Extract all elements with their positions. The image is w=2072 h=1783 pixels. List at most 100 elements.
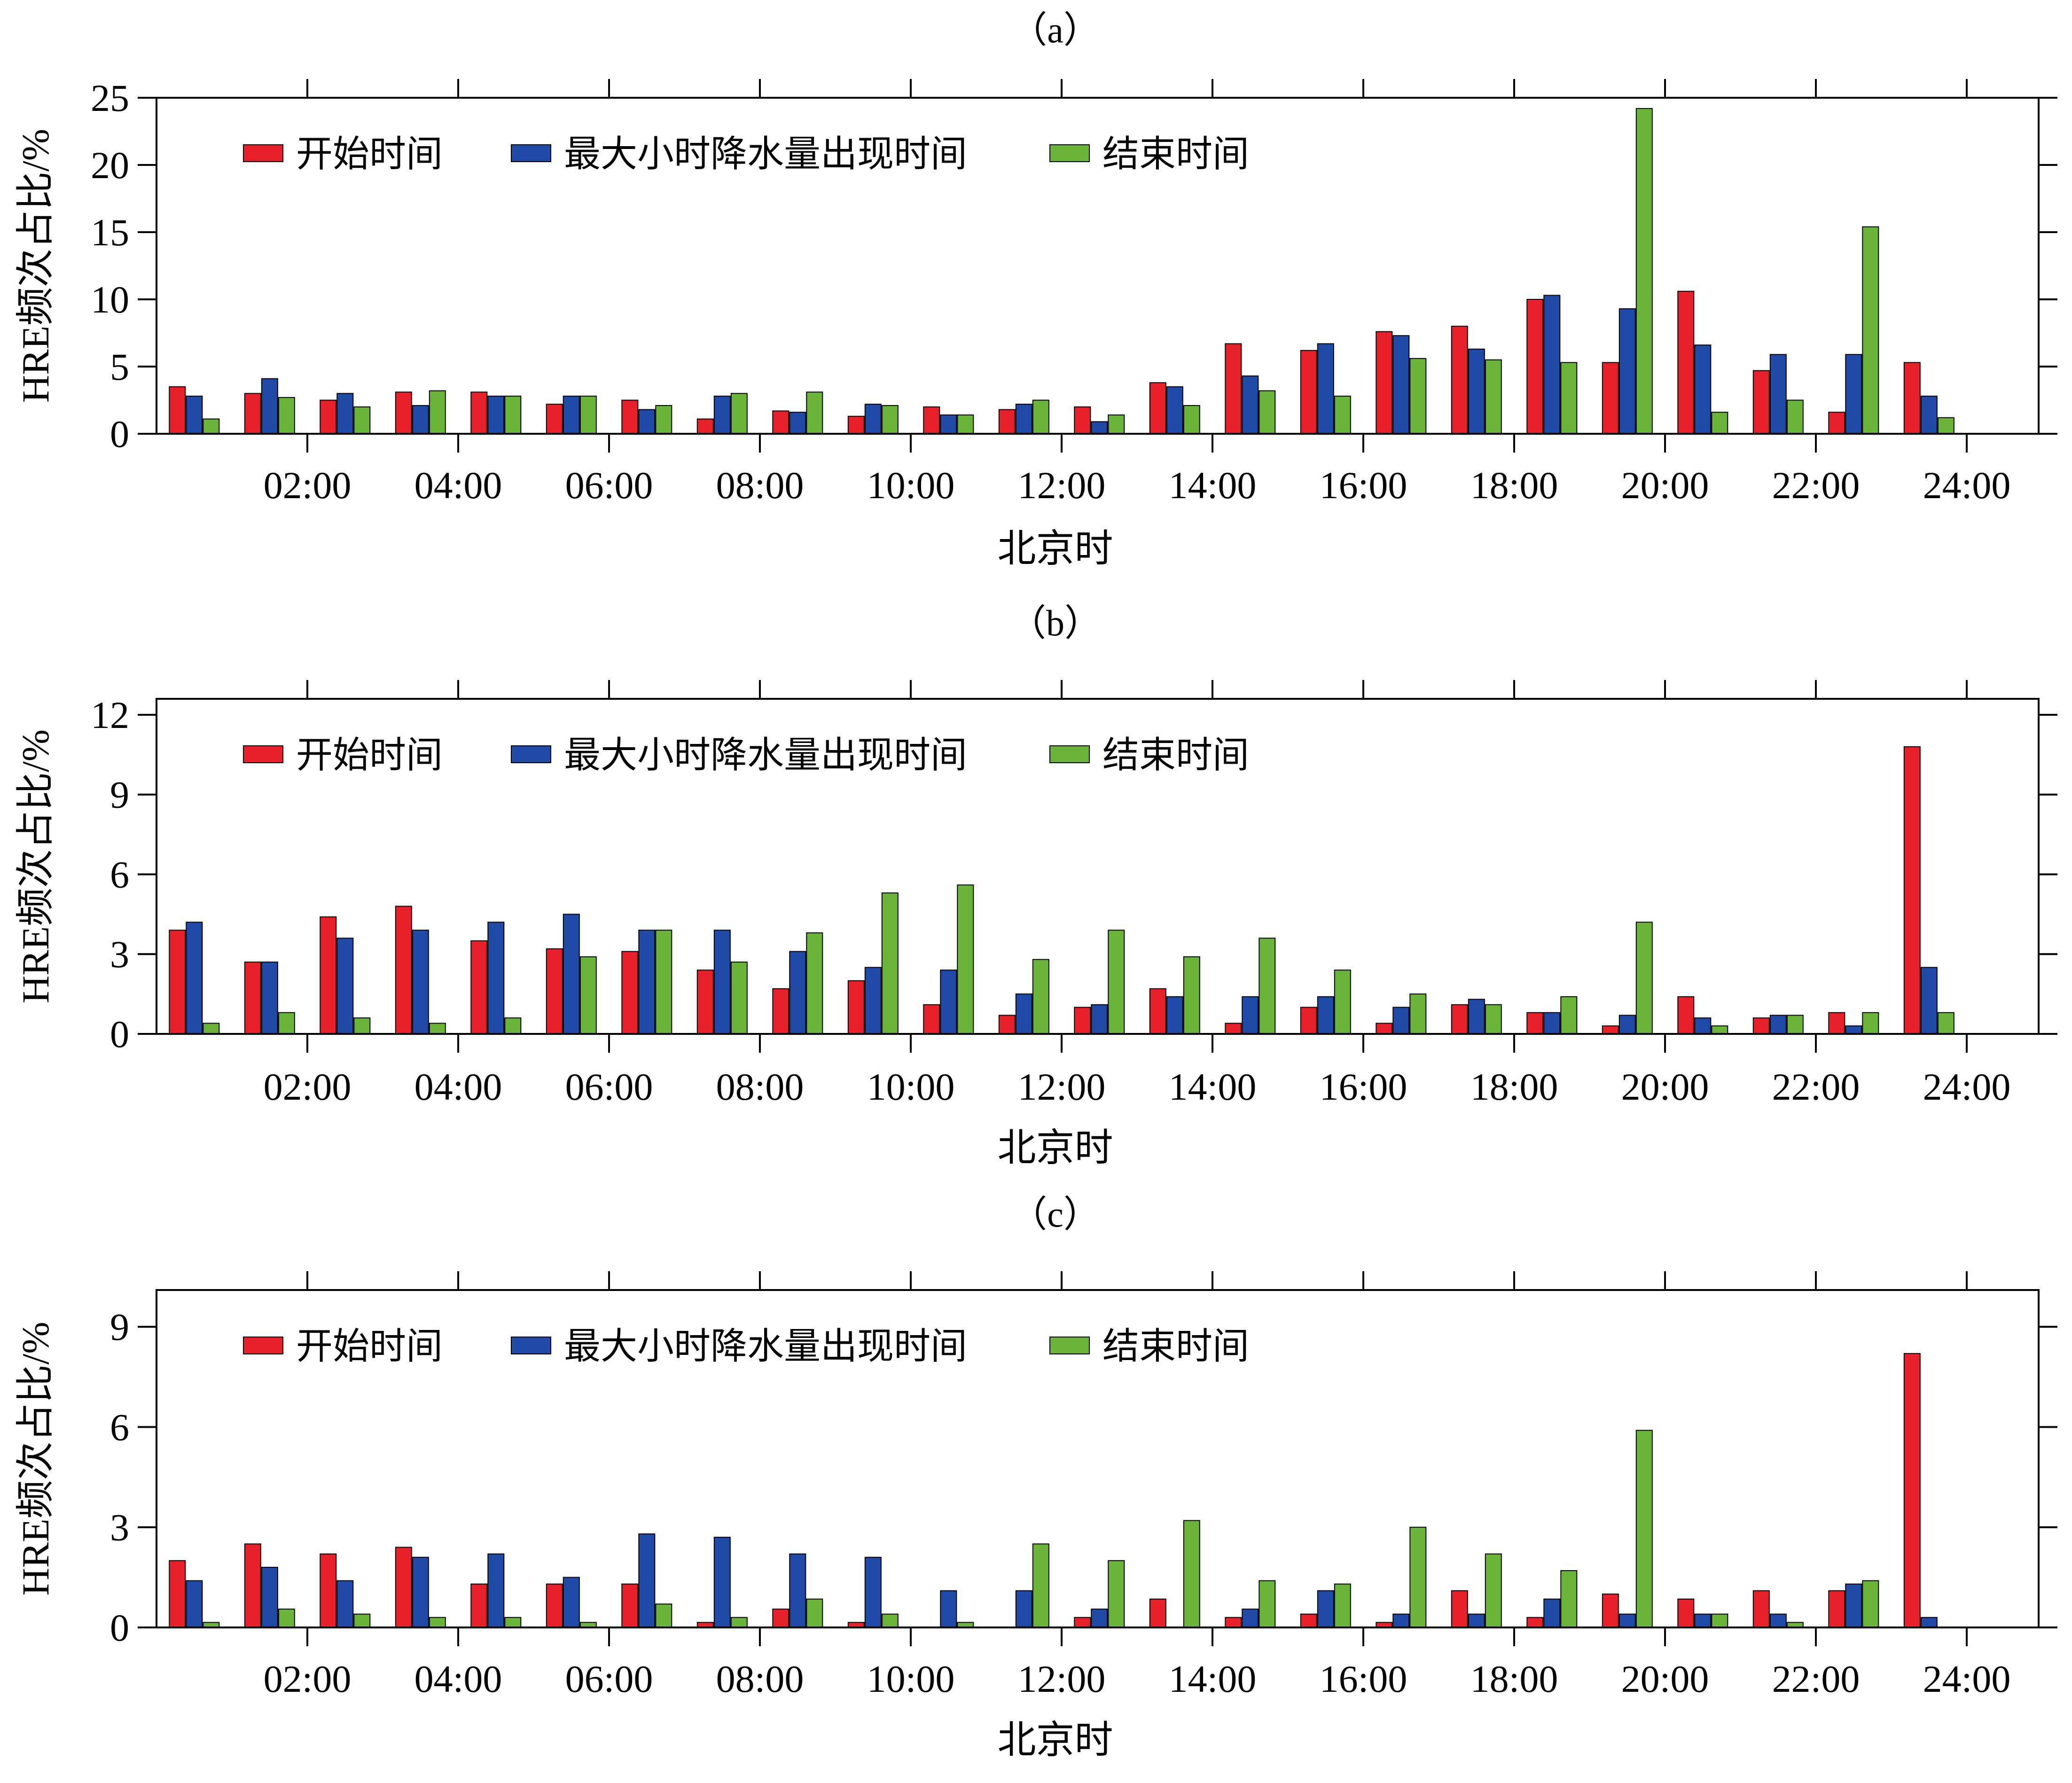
bar-max-1 (186, 922, 203, 1035)
bar-end-6 (579, 395, 597, 435)
bar-max-22 (1769, 1015, 1787, 1034)
legend-swatch-end (1049, 745, 1090, 763)
bar-start-24 (1903, 1353, 1921, 1628)
bar-end-17 (1409, 358, 1427, 434)
y-axis-label: HRE频次占比/% (14, 129, 57, 403)
bar-end-9 (806, 932, 823, 1034)
bar-start-2 (244, 962, 261, 1034)
bar-max-7 (638, 1533, 656, 1628)
bar-max-17 (1392, 1613, 1410, 1628)
bar-max-6 (563, 914, 580, 1035)
bar-max-3 (336, 393, 354, 435)
bar-end-14 (1183, 1520, 1200, 1628)
bar-max-18 (1468, 999, 1485, 1034)
bar-end-15 (1259, 1580, 1276, 1628)
bar-end-20 (1635, 922, 1653, 1035)
legend-label-end: 结束时间 (1102, 1326, 1249, 1367)
bar-end-21 (1711, 1025, 1728, 1034)
panel-label: （c） (1010, 1194, 1100, 1235)
x-tick-label: 04:00 (414, 464, 502, 507)
bar-start-20 (1602, 1025, 1619, 1034)
x-tick-label: 18:00 (1470, 1658, 1558, 1700)
bar-start-21 (1677, 290, 1695, 434)
x-tick-label: 12:00 (1018, 1065, 1106, 1108)
bar-end-8 (730, 962, 748, 1034)
bar-end-12 (1032, 399, 1049, 434)
x-tick-label: 12:00 (1018, 464, 1106, 507)
bar-end-4 (429, 1617, 446, 1628)
x-tick-label: 06:00 (565, 1658, 653, 1700)
legend-swatch-start (243, 144, 283, 162)
bar-max-21 (1694, 344, 1712, 435)
legend-label-max: 最大小时降水量出现时间 (564, 133, 967, 174)
bar-end-19 (1560, 1570, 1578, 1628)
bar-end-23 (1862, 226, 1879, 434)
bar-end-22 (1786, 1015, 1804, 1034)
x-tick-label: 22:00 (1772, 1065, 1860, 1108)
legend-swatch-start (243, 745, 283, 763)
y-tick-label: 10 (91, 278, 129, 321)
bar-start-18 (1451, 1590, 1468, 1628)
bar-start-4 (395, 1547, 412, 1628)
x-tick-label: 12:00 (1018, 1658, 1106, 1700)
bar-start-6 (546, 404, 563, 434)
bar-end-13 (1108, 414, 1125, 434)
x-tick-label: 20:00 (1621, 1065, 1709, 1108)
bar-max-12 (1015, 404, 1032, 434)
bar-max-20 (1619, 1015, 1636, 1034)
bar-end-19 (1560, 996, 1578, 1035)
bar-max-19 (1543, 1598, 1561, 1628)
bar-end-18 (1485, 359, 1502, 435)
bar-start-13 (1074, 406, 1091, 434)
x-tick-label: 18:00 (1470, 1065, 1558, 1108)
x-tick-label: 04:00 (414, 1658, 502, 1700)
bar-max-4 (412, 405, 429, 435)
bar-max-20 (1619, 1613, 1636, 1628)
x-tick-label: 24:00 (1923, 1065, 2011, 1108)
bar-max-11 (940, 1590, 957, 1628)
bar-start-22 (1752, 1590, 1770, 1628)
bar-end-16 (1334, 395, 1351, 435)
bar-end-1 (203, 1023, 220, 1034)
bar-end-15 (1259, 390, 1276, 434)
bar-end-1 (203, 418, 220, 434)
bar-end-7 (655, 405, 672, 435)
bar-end-15 (1259, 938, 1276, 1035)
bar-end-3 (353, 1017, 371, 1034)
bar-max-7 (638, 409, 656, 434)
bar-start-10 (847, 415, 865, 434)
bar-max-18 (1468, 348, 1485, 434)
legend-swatch-max (511, 144, 551, 162)
y-tick-label: 9 (110, 1306, 129, 1348)
bar-start-22 (1752, 370, 1770, 434)
x-tick-label: 16:00 (1320, 1065, 1407, 1108)
bar-end-17 (1409, 1526, 1427, 1628)
legend-swatch-start (243, 1337, 283, 1354)
y-axis-label: HRE频次占比/% (14, 729, 57, 1003)
bar-start-23 (1828, 1012, 1845, 1034)
bar-end-19 (1560, 362, 1578, 435)
plot-frame (156, 698, 2040, 1035)
bar-max-6 (563, 1577, 580, 1628)
x-tick-label: 10:00 (867, 464, 955, 507)
bar-end-21 (1711, 412, 1728, 435)
bar-end-13 (1108, 1560, 1125, 1628)
bar-start-24 (1903, 362, 1921, 435)
bar-max-19 (1543, 295, 1561, 435)
bar-start-17 (1376, 1023, 1393, 1034)
bar-start-21 (1677, 1598, 1695, 1628)
bar-end-7 (655, 930, 672, 1035)
x-tick-label: 14:00 (1169, 1658, 1257, 1700)
x-tick-label: 02:00 (264, 1065, 352, 1108)
bar-end-16 (1334, 970, 1351, 1034)
bar-max-15 (1242, 996, 1259, 1035)
bar-start-14 (1149, 1598, 1166, 1628)
y-tick-label: 6 (110, 853, 129, 896)
bar-start-3 (320, 1553, 337, 1628)
x-tick-label: 16:00 (1320, 1658, 1407, 1700)
y-tick-label: 3 (110, 1506, 129, 1549)
bar-end-12 (1032, 959, 1049, 1034)
bar-max-12 (1015, 993, 1032, 1035)
x-tick-label: 08:00 (716, 464, 804, 507)
bar-start-16 (1300, 1007, 1317, 1034)
